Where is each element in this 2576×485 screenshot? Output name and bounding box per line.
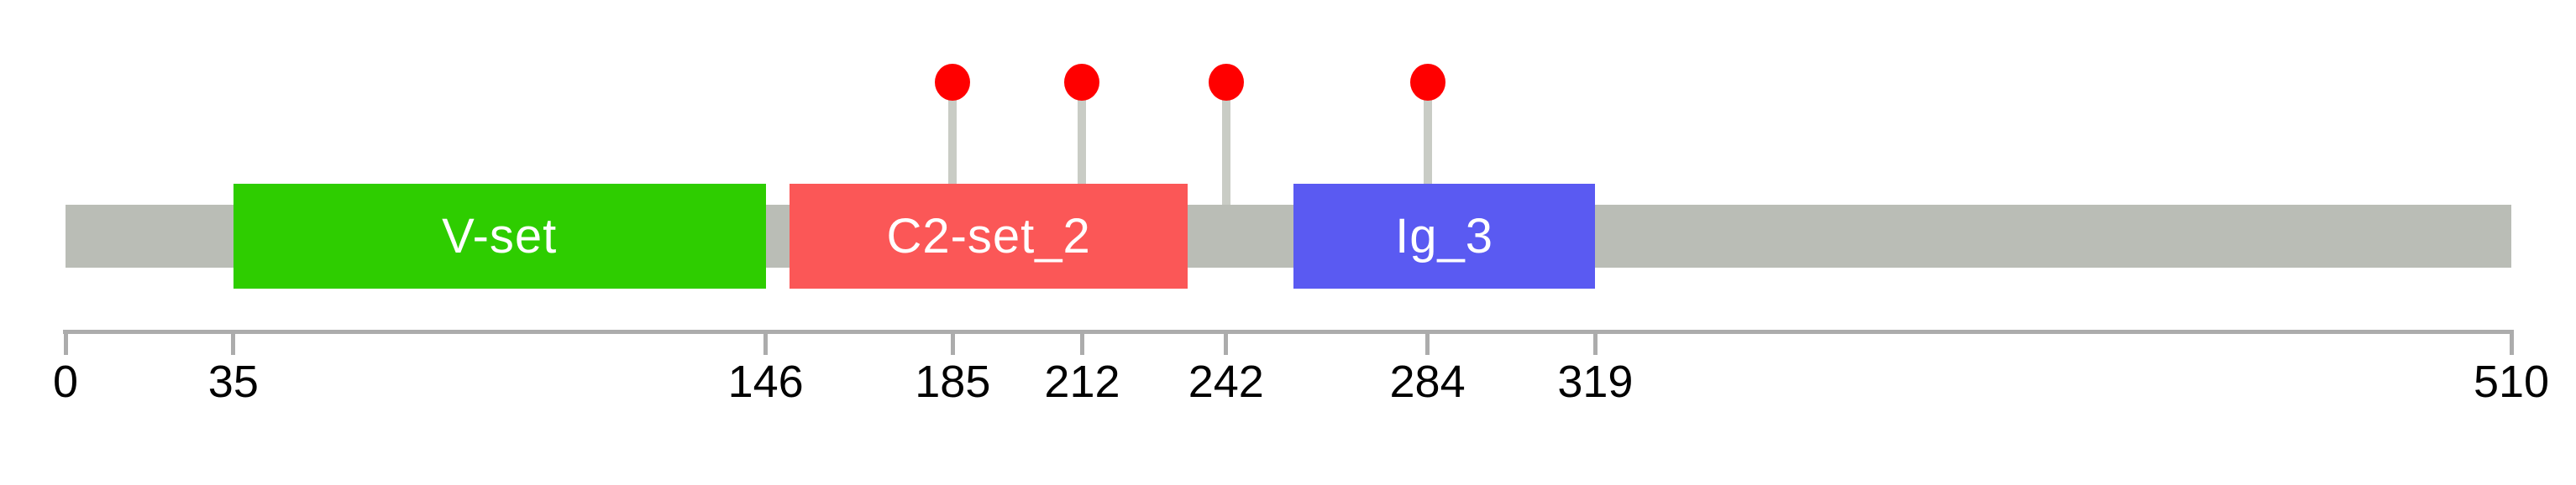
lollipop-marker <box>1064 64 1100 101</box>
axis-tick-label: 319 <box>1557 357 1634 407</box>
x-axis-line <box>63 330 2514 334</box>
lollipop-stem <box>1423 82 1432 205</box>
lollipop-marker <box>1409 64 1445 101</box>
axis-tick <box>231 334 236 355</box>
axis-tick <box>763 334 769 355</box>
domain-box: V-set <box>233 184 766 289</box>
lollipop-stem <box>1221 82 1230 205</box>
lollipop-stem <box>1078 82 1087 205</box>
axis-tick <box>1425 334 1430 355</box>
axis-tick-label: 510 <box>2473 357 2550 407</box>
domain-label: V-set <box>442 209 558 263</box>
axis-tick-label: 0 <box>52 357 79 407</box>
domain-box: Ig_3 <box>1293 184 1596 289</box>
domain-box: C2-set_2 <box>790 184 1188 289</box>
lollipop-marker <box>935 64 971 101</box>
axis-tick <box>950 334 955 355</box>
axis-tick <box>63 334 68 355</box>
domain-label: C2-set_2 <box>886 209 1091 263</box>
lollipop-stem <box>948 82 957 205</box>
axis-tick-label: 242 <box>1188 357 1264 407</box>
axis-tick-label: 35 <box>207 357 259 407</box>
axis-tick-label: 185 <box>915 357 991 407</box>
domain-label: Ig_3 <box>1395 209 1493 263</box>
axis-tick <box>1079 334 1084 355</box>
axis-tick <box>1592 334 1598 355</box>
axis-tick-label: 284 <box>1389 357 1466 407</box>
axis-tick <box>2509 334 2514 355</box>
axis-tick-label: 146 <box>727 357 804 407</box>
axis-tick <box>1224 334 1229 355</box>
lollipop-marker <box>1208 64 1244 101</box>
axis-tick-label: 212 <box>1044 357 1120 407</box>
